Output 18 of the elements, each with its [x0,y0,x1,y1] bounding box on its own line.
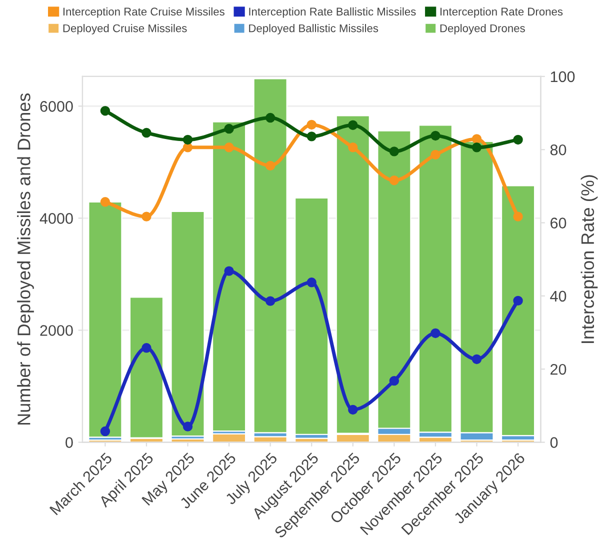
y2-tick-label: 100 [550,71,575,82]
legend-label: Deployed Cruise Missiles [63,24,187,34]
y-tick-label: 2000 [40,325,73,336]
y-tick-label: 6000 [40,101,73,112]
y2-tick-label: 40 [550,290,566,302]
legend-label: Deployed Drones [440,24,525,34]
y-axis-title: Number of Deployed Missiles and Drones [17,93,34,424]
legend-label: Interception Rate Drones [440,7,563,18]
y-tick-label: 4000 [40,213,73,224]
y2-tick-label: 60 [550,218,566,228]
y2-tick-label: 20 [550,364,566,375]
y2-tick-label: 80 [550,144,566,156]
y-tick-label: 0 [66,437,73,448]
y2-tick-label: 0 [550,437,558,448]
y2-axis-title: Interception Rate (%) [580,175,598,343]
legend-label: Deployed Ballistic Missiles [249,24,378,34]
legend-label: Interception Rate Cruise Missiles [63,7,224,18]
legend-label: Interception Rate Ballistic Missiles [249,7,416,18]
